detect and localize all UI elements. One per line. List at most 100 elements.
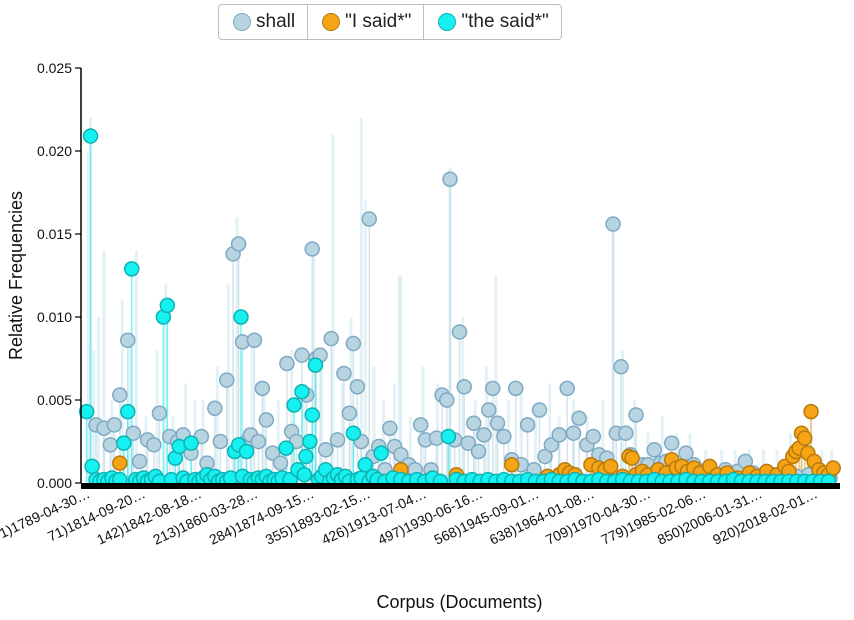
background-bar <box>102 250 106 483</box>
legend-item-i-said[interactable]: "I said*" <box>308 5 425 39</box>
point-shall <box>250 433 267 450</box>
background-bar <box>494 275 498 483</box>
data-points <box>78 128 841 490</box>
point-shall <box>272 455 289 471</box>
point-shall <box>585 428 602 445</box>
point-shall <box>485 380 501 397</box>
point-i-said <box>112 455 128 471</box>
point-i-said <box>624 450 640 466</box>
background-bar <box>320 350 324 483</box>
point-shall <box>531 402 548 418</box>
point-the-said <box>82 128 99 144</box>
background-bar <box>164 283 168 483</box>
point-the-said <box>183 435 199 451</box>
point-shall <box>571 410 587 427</box>
background-bar <box>632 400 636 483</box>
x-axis-line <box>81 483 840 489</box>
point-shall <box>439 392 455 408</box>
x-axis: 1)1789-04-30…71)1814-09-20…142)1842-08-1… <box>0 483 840 548</box>
point-the-said <box>159 297 176 314</box>
point-shall <box>336 365 352 382</box>
point-the-said <box>233 309 249 325</box>
y-tick-label: 0.020 <box>37 143 72 159</box>
point-shall <box>212 433 229 450</box>
point-the-said <box>78 403 95 420</box>
background-bar <box>397 275 401 483</box>
background-bar <box>96 317 100 483</box>
background-bar <box>408 416 412 483</box>
point-shall <box>456 378 473 395</box>
point-shall <box>476 427 492 443</box>
point-shall <box>663 435 680 451</box>
y-tick-label: 0.000 <box>37 475 72 491</box>
point-shall <box>451 324 468 340</box>
point-shall <box>304 241 320 257</box>
point-shall <box>466 415 482 431</box>
point-shall <box>382 420 398 436</box>
point-shall <box>112 387 128 403</box>
point-the-said <box>294 383 310 400</box>
legend-label-the-said: "the said*" <box>461 11 549 32</box>
point-the-said <box>286 397 302 413</box>
point-the-said <box>373 445 389 461</box>
background-bar <box>302 383 306 483</box>
point-shall <box>120 332 136 348</box>
point-shall <box>323 330 339 347</box>
point-shall <box>605 216 621 232</box>
background-bar <box>349 317 353 483</box>
point-shall <box>442 171 458 187</box>
background-bar <box>775 449 779 483</box>
point-shall <box>543 437 560 453</box>
point-shall <box>559 380 575 397</box>
y-tick-label: 0.010 <box>37 309 72 325</box>
point-shall <box>551 427 568 443</box>
point-shall <box>628 407 644 423</box>
background-bar <box>134 250 138 483</box>
background-bar <box>660 416 664 483</box>
legend-item-the-said[interactable]: "the said*" <box>424 5 560 39</box>
point-shall <box>207 400 223 417</box>
background-bar <box>250 333 254 483</box>
point-shall <box>361 211 377 227</box>
point-the-said <box>296 466 313 483</box>
background-bar <box>621 350 625 483</box>
background-bar <box>363 200 367 484</box>
point-shall <box>393 447 409 463</box>
point-shall <box>507 380 524 397</box>
background-bar <box>372 366 376 483</box>
background-bar <box>290 350 294 483</box>
background-bar <box>340 383 344 483</box>
point-i-said <box>796 430 813 446</box>
point-shall <box>412 417 429 433</box>
point-the-said <box>120 403 136 420</box>
point-shall <box>646 442 663 458</box>
background-bar <box>548 383 552 483</box>
point-shall <box>106 417 123 433</box>
point-the-said <box>440 428 457 445</box>
point-the-said <box>123 261 140 277</box>
legend: shall "I said*" "the said*" <box>218 4 562 40</box>
point-shall <box>496 428 512 445</box>
point-shall <box>345 335 362 352</box>
point-shall <box>460 435 476 451</box>
point-shall <box>329 432 346 448</box>
point-shall <box>258 412 275 428</box>
background-bar <box>601 400 605 483</box>
point-shall <box>151 405 168 422</box>
y-tick-label: 0.025 <box>37 60 72 76</box>
point-shall <box>470 443 487 460</box>
point-shall <box>317 442 334 458</box>
legend-label-i-said: "I said*" <box>345 11 412 32</box>
point-the-said <box>302 433 318 450</box>
point-shall <box>341 405 358 422</box>
point-shall <box>218 372 235 388</box>
point-shall <box>246 332 263 348</box>
point-shall <box>565 425 582 441</box>
point-the-said <box>304 407 320 423</box>
legend-item-shall[interactable]: shall <box>219 5 309 39</box>
point-the-said <box>84 458 100 475</box>
point-the-said <box>278 440 294 456</box>
point-shall <box>481 402 497 418</box>
point-the-said <box>345 425 362 441</box>
point-i-said <box>504 456 520 473</box>
